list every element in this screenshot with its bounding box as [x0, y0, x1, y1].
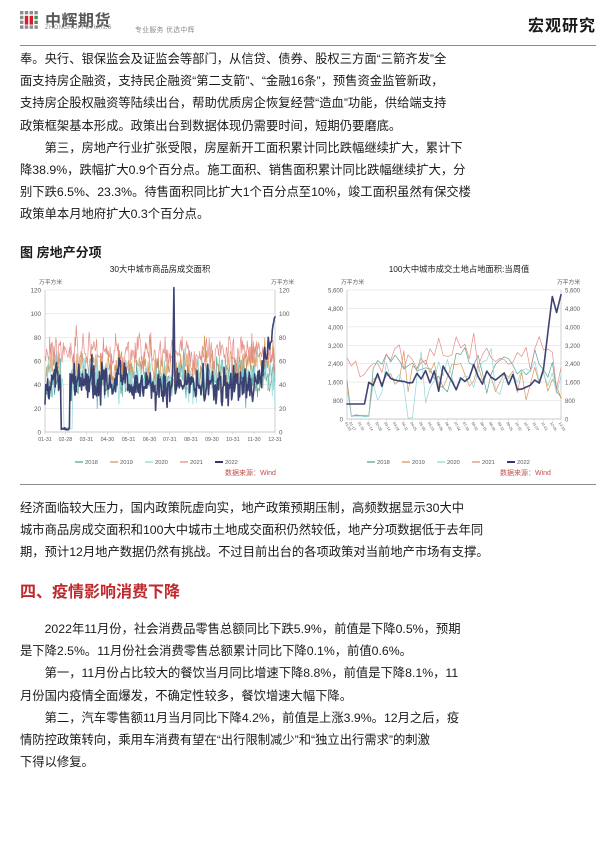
svg-text:2,400: 2,400 [565, 362, 581, 368]
svg-text:0: 0 [37, 430, 41, 437]
svg-text:120: 120 [30, 288, 41, 295]
svg-text:05-31: 05-31 [122, 437, 136, 443]
svg-text:2018: 2018 [85, 460, 98, 466]
svg-text:07-31: 07-31 [163, 437, 177, 443]
svg-text:09-26: 09-26 [505, 421, 513, 431]
svg-text:2018: 2018 [377, 460, 390, 466]
svg-text:10-10: 10-10 [514, 421, 522, 431]
svg-text:2022: 2022 [517, 460, 530, 466]
svg-text:06-20: 06-20 [444, 421, 452, 431]
svg-text:30大中城市商品房成交面积: 30大中城市商品房成交面积 [110, 264, 211, 274]
svg-text:100: 100 [30, 311, 41, 318]
svg-text:3,200: 3,200 [565, 344, 581, 350]
svg-text:1,600: 1,600 [565, 381, 581, 387]
svg-text:40: 40 [279, 382, 287, 389]
svg-text:03-28: 03-28 [392, 421, 400, 431]
svg-text:100: 100 [279, 311, 290, 318]
svg-text:08-01: 08-01 [470, 421, 478, 431]
svg-text:12-31: 12-31 [268, 437, 282, 443]
svg-text:04-30: 04-30 [101, 437, 115, 443]
svg-text:05-23: 05-23 [427, 421, 435, 431]
svg-text:2019: 2019 [120, 460, 133, 466]
svg-text:万平方米: 万平方米 [557, 278, 580, 286]
svg-text:2020: 2020 [447, 460, 460, 466]
svg-text:06-30: 06-30 [143, 437, 157, 443]
svg-text:02-28: 02-28 [374, 421, 382, 431]
svg-text:10-24: 10-24 [523, 421, 531, 431]
svg-text:12-05: 12-05 [549, 421, 557, 431]
svg-text:08-31: 08-31 [184, 437, 198, 443]
svg-text:10-31: 10-31 [226, 437, 240, 443]
svg-text:万平方米: 万平方米 [271, 278, 294, 286]
svg-text:40: 40 [34, 382, 42, 389]
svg-text:4,000: 4,000 [328, 325, 344, 331]
svg-text:05-09: 05-09 [418, 421, 426, 431]
svg-text:11-07: 11-07 [532, 422, 540, 432]
svg-text:5,600: 5,600 [328, 289, 344, 295]
svg-text:3,200: 3,200 [328, 344, 344, 350]
svg-text:80: 80 [34, 335, 42, 342]
svg-text:11-30: 11-30 [247, 437, 260, 443]
svg-text:万平方米: 万平方米 [39, 278, 62, 286]
svg-text:08-29: 08-29 [488, 421, 496, 431]
svg-text:2019: 2019 [412, 460, 425, 466]
svg-text:800: 800 [333, 399, 344, 405]
svg-text:09-30: 09-30 [205, 437, 219, 443]
svg-text:4,800: 4,800 [328, 307, 344, 313]
svg-text:100大中城市成交土地占地面积:当周值: 100大中城市成交土地占地面积:当周值 [389, 264, 530, 274]
svg-text:04-25: 04-25 [409, 421, 417, 431]
svg-text:1,600: 1,600 [328, 381, 344, 387]
svg-text:60: 60 [34, 359, 42, 366]
svg-text:800: 800 [565, 399, 576, 405]
svg-text:2022: 2022 [225, 460, 238, 466]
svg-text:0: 0 [565, 418, 569, 424]
svg-text:2021: 2021 [190, 460, 203, 466]
svg-text:5,600: 5,600 [565, 289, 581, 295]
svg-text:03-31: 03-31 [80, 437, 94, 443]
svg-text:04-11: 04-11 [401, 422, 409, 432]
svg-text:120: 120 [279, 288, 290, 295]
svg-text:0: 0 [279, 430, 283, 437]
svg-text:2021: 2021 [482, 460, 495, 466]
svg-text:0: 0 [340, 418, 344, 424]
svg-text:01-31: 01-31 [38, 437, 52, 443]
svg-text:11-21: 11-21 [540, 422, 548, 432]
svg-text:08-15: 08-15 [479, 421, 487, 431]
svg-text:03-14: 03-14 [383, 421, 391, 431]
svg-text:20: 20 [34, 406, 42, 413]
svg-text:2020: 2020 [155, 460, 168, 466]
svg-text:09-12: 09-12 [497, 421, 505, 431]
svg-text:80: 80 [279, 335, 287, 342]
svg-text:06-06: 06-06 [435, 421, 443, 431]
svg-text:02-14: 02-14 [366, 421, 374, 431]
svg-text:02-28: 02-28 [59, 437, 73, 443]
svg-text:01-31: 01-31 [357, 421, 365, 431]
svg-text:07-18: 07-18 [462, 421, 470, 431]
svg-text:20: 20 [279, 406, 287, 413]
svg-text:07-04: 07-04 [453, 421, 461, 431]
svg-text:60: 60 [279, 359, 287, 366]
svg-text:万平方米: 万平方米 [341, 278, 364, 286]
svg-text:4,000: 4,000 [565, 325, 581, 331]
svg-text:2,400: 2,400 [328, 362, 344, 368]
svg-text:4,800: 4,800 [565, 307, 581, 313]
